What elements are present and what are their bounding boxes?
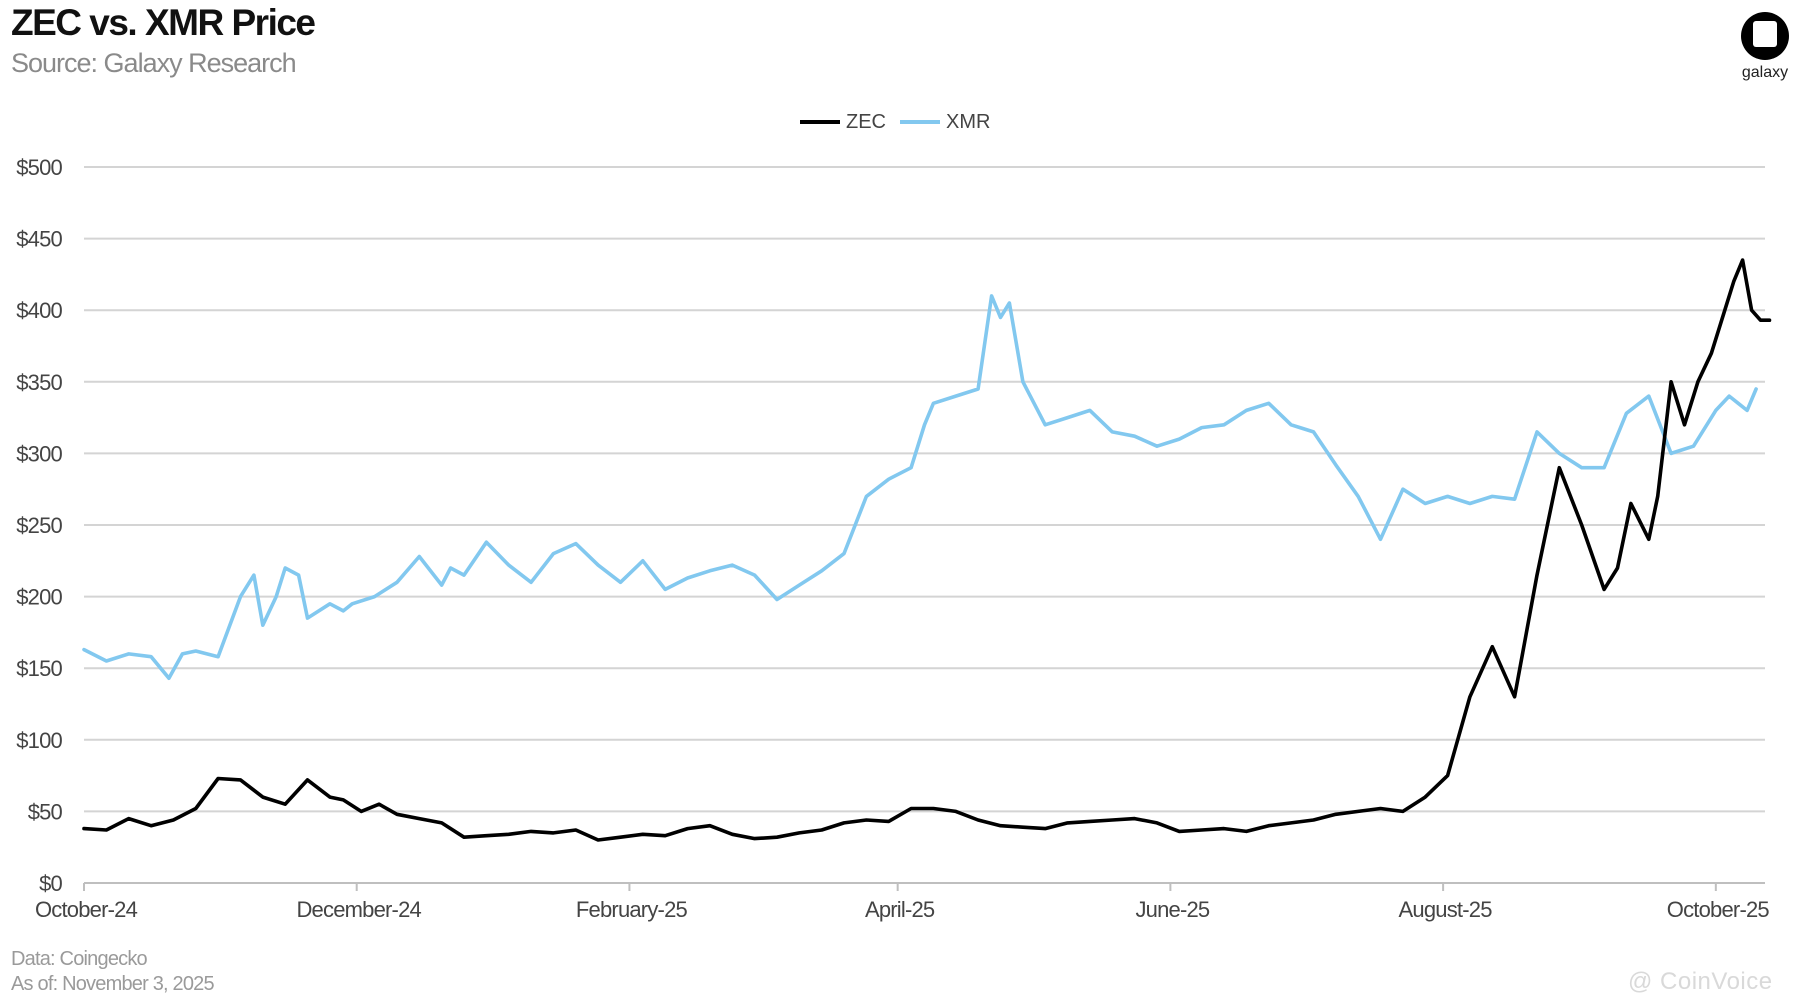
data-source-note: Data: Coingecko: [11, 948, 148, 970]
legend-swatch-xmr: [900, 120, 940, 124]
y-tick-label: $150: [16, 656, 62, 681]
chart-subtitle: Source: Galaxy Research: [11, 48, 297, 78]
y-tick-label: $400: [16, 298, 62, 323]
x-tick-label: February-25: [576, 897, 688, 922]
y-tick-label: $0: [39, 871, 62, 896]
series-line-zec: [82, 258, 1772, 842]
y-tick-label: $300: [16, 441, 62, 466]
galaxy-logo-label: galaxy: [1741, 64, 1789, 81]
y-tick-label: $450: [16, 227, 62, 252]
y-tick-label: $50: [28, 799, 63, 824]
x-tick-label: October-25: [1667, 897, 1770, 922]
y-tick-label: $100: [16, 728, 62, 753]
series-line-xmr: [82, 294, 1758, 681]
legend-item-zec: ZEC: [800, 111, 886, 134]
y-tick-label: $500: [16, 155, 62, 180]
legend-item-xmr: XMR: [900, 111, 990, 134]
y-tick-label: $250: [16, 513, 62, 538]
coinvoice-watermark: @ CoinVoice: [1628, 968, 1773, 995]
legend-label-zec: ZEC: [846, 110, 886, 133]
x-tick-label: June-25: [1135, 897, 1209, 922]
as-of-date-note: As of: November 3, 2025: [11, 973, 215, 995]
y-tick-label: $350: [16, 370, 62, 395]
galaxy-logo: galaxy: [1720, 6, 1800, 86]
x-tick-label: April-25: [865, 897, 935, 922]
y-tick-label: $200: [16, 585, 62, 610]
galaxy-logo-icon: [1741, 12, 1789, 60]
x-tick-label: October-24: [35, 897, 138, 922]
chart-legend: ZEC XMR: [800, 108, 1004, 136]
x-tick-label: August-25: [1399, 897, 1493, 922]
legend-label-xmr: XMR: [946, 110, 991, 133]
x-tick-label: December-24: [296, 897, 421, 922]
legend-swatch-zec: [800, 120, 840, 124]
chart-title: ZEC vs. XMR Price: [11, 2, 316, 43]
